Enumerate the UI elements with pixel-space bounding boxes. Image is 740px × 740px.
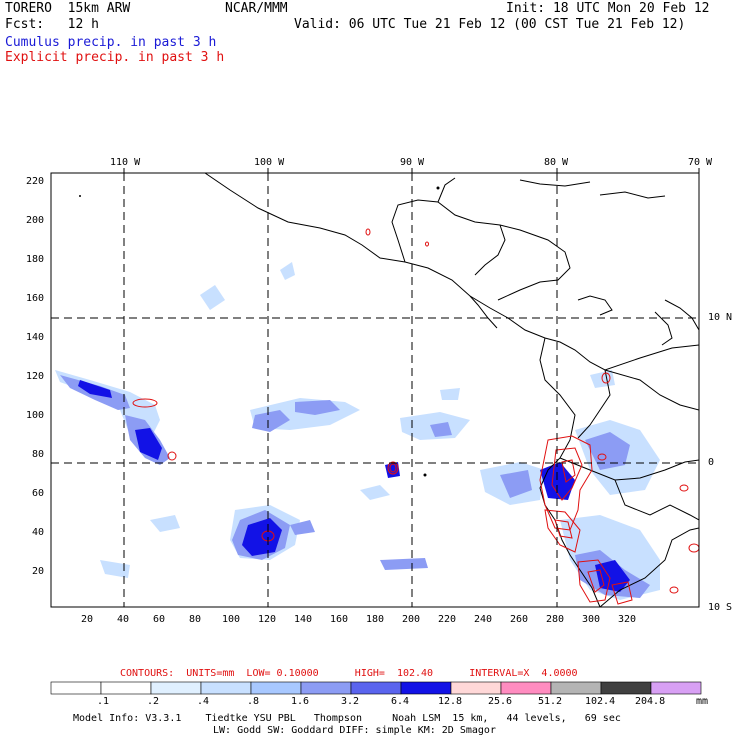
colorbar-label: .1 bbox=[97, 696, 110, 707]
x-tick: 120 bbox=[258, 614, 277, 625]
valid-time: Valid: 06 UTC Tue 21 Feb 12 (00 CST Tue … bbox=[294, 17, 686, 32]
lat-label-10s: 10 S bbox=[708, 602, 733, 613]
model-info: Model Info: V3.3.1 Tiedtke YSU PBL Thomp… bbox=[73, 713, 621, 724]
lon-label-110w: 110 W bbox=[110, 157, 141, 168]
x-tick: 20 bbox=[81, 614, 94, 625]
x-tick: 220 bbox=[438, 614, 457, 625]
contours-info: CONTOURS: UNITS=mm LOW= 0.10000 HIGH= 10… bbox=[120, 668, 578, 679]
grid-lines bbox=[51, 173, 699, 607]
y-tick: 100 bbox=[26, 410, 45, 421]
y-tick: 180 bbox=[26, 254, 45, 265]
y-tick: 60 bbox=[32, 488, 45, 499]
x-tick: 320 bbox=[618, 614, 637, 625]
y-tick: 220 bbox=[26, 176, 45, 187]
y-tick: 160 bbox=[26, 293, 45, 304]
lat-label-10n: 10 N bbox=[708, 312, 733, 323]
lon-label-70w: 70 W bbox=[688, 157, 713, 168]
colorbar-label: 204.8 bbox=[635, 696, 666, 707]
x-tick: 200 bbox=[402, 614, 421, 625]
colorbar-label: .4 bbox=[197, 696, 210, 707]
init-time: Init: 18 UTC Mon 20 Feb 12 bbox=[506, 1, 710, 16]
y-tick: 120 bbox=[26, 371, 45, 382]
lon-label-100w: 100 W bbox=[254, 157, 285, 168]
forecast-hour: Fcst: 12 h bbox=[5, 17, 99, 32]
y-tick: 40 bbox=[32, 527, 45, 538]
colorbar-label: 25.6 bbox=[488, 696, 513, 707]
colorbar-label: 51.2 bbox=[538, 696, 563, 707]
model-title: TORERO 15km ARW bbox=[5, 1, 131, 16]
x-tick: 60 bbox=[153, 614, 166, 625]
lat-label-0: 0 bbox=[708, 457, 715, 468]
x-tick: 260 bbox=[510, 614, 529, 625]
x-tick: 80 bbox=[189, 614, 202, 625]
y-tick: 80 bbox=[32, 449, 45, 460]
colorbar-label: 102.4 bbox=[585, 696, 616, 707]
y-tick: 20 bbox=[32, 566, 45, 577]
x-tick: 240 bbox=[474, 614, 493, 625]
x-tick: 160 bbox=[330, 614, 349, 625]
colorbar-label: .8 bbox=[247, 696, 260, 707]
organization-label: NCAR/MMM bbox=[225, 1, 288, 16]
y-tick: 200 bbox=[26, 215, 45, 226]
colorbar-label: 6.4 bbox=[391, 696, 410, 707]
x-tick: 40 bbox=[117, 614, 130, 625]
x-tick: 100 bbox=[222, 614, 241, 625]
coastlines bbox=[204, 173, 699, 607]
lon-label-90w: 90 W bbox=[400, 157, 425, 168]
y-tick: 140 bbox=[26, 332, 45, 343]
colorbar-label: 3.2 bbox=[341, 696, 360, 707]
islands bbox=[79, 186, 440, 477]
colorbar-unit: mm bbox=[696, 696, 709, 707]
physics-info: LW: Godd SW: Goddard DIFF: simple KM: 2D… bbox=[213, 725, 496, 736]
x-tick: 140 bbox=[294, 614, 313, 625]
x-tick: 300 bbox=[582, 614, 601, 625]
x-tick: 280 bbox=[546, 614, 565, 625]
x-tick: 180 bbox=[366, 614, 385, 625]
cumulus-legend: Cumulus precip. in past 3 h bbox=[5, 35, 217, 50]
colorbar-label: 12.8 bbox=[438, 696, 463, 707]
lon-label-80w: 80 W bbox=[544, 157, 569, 168]
colorbar-label: 1.6 bbox=[291, 696, 310, 707]
colorbar-label: .2 bbox=[147, 696, 160, 707]
map-frame bbox=[50, 172, 700, 608]
explicit-legend: Explicit precip. in past 3 h bbox=[5, 50, 225, 65]
